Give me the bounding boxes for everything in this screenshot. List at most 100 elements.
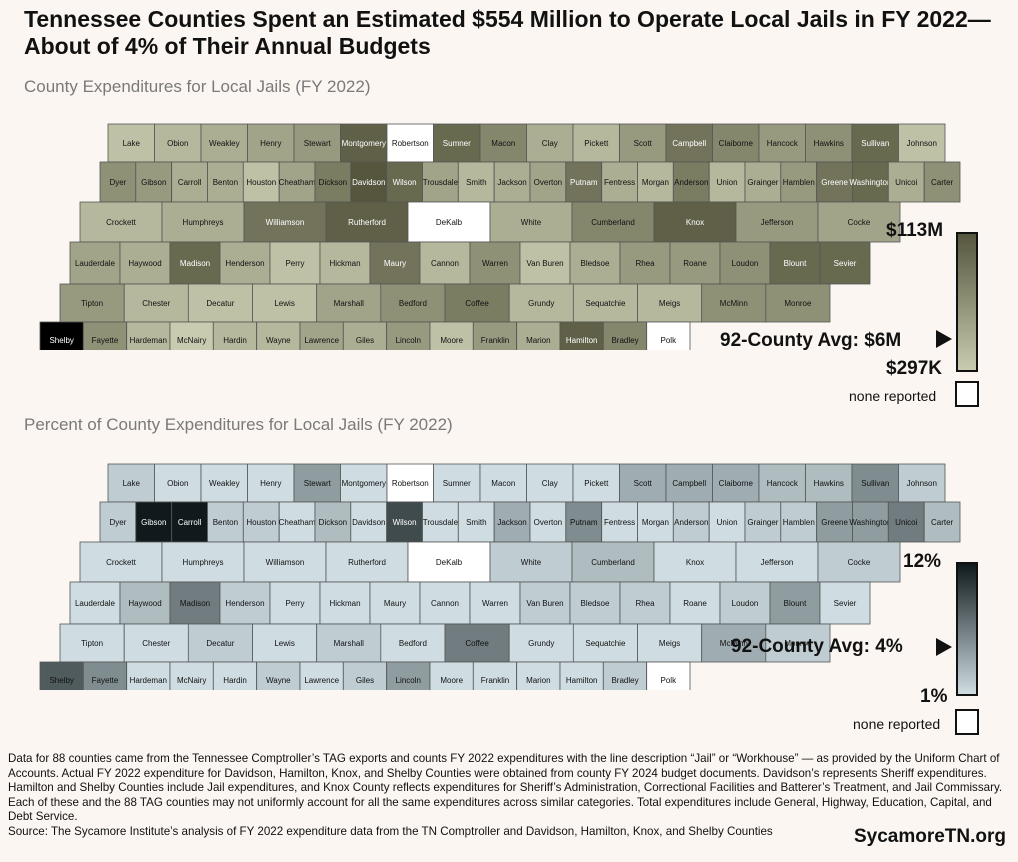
county-loudon [719, 241, 771, 285]
county-decatur [187, 623, 253, 663]
county-label: Williamson [266, 218, 305, 227]
county-bradley [602, 321, 647, 350]
county-label: Cheatham [279, 178, 316, 187]
county-label: Cannon [431, 599, 459, 608]
county-label: Madison [180, 259, 210, 268]
county-label: Marion [526, 336, 550, 345]
county-label: Trousdale [423, 178, 459, 187]
county-haywood [119, 241, 171, 285]
county-label: Polk [661, 676, 678, 685]
county-label: Haywood [128, 599, 161, 608]
county-label: Moore [440, 336, 463, 345]
county-warren [469, 581, 521, 625]
county-label: Washington [849, 518, 891, 527]
county-union [708, 161, 746, 203]
county-label: Wilson [393, 178, 417, 187]
county-johnson [898, 463, 946, 503]
county-label: Van Buren [526, 259, 563, 268]
county-label: Campbell [672, 139, 706, 148]
county-label: Van Buren [526, 599, 563, 608]
county-label: Weakley [209, 479, 240, 488]
county-label: Rhea [635, 599, 655, 608]
county-lewis [252, 283, 318, 323]
map1-legend-max: $113M [886, 220, 944, 241]
county-knox [653, 541, 737, 583]
county-label: Rhea [635, 259, 655, 268]
county-label: Monroe [784, 299, 812, 308]
county-coffee [444, 623, 510, 663]
county-marshall [316, 623, 382, 663]
county-label: Sumner [443, 479, 471, 488]
county-franklin [472, 321, 517, 350]
county-label: Coffee [465, 299, 489, 308]
county-marion [516, 321, 561, 350]
county-bedford [380, 283, 446, 323]
county-crockett [79, 201, 163, 243]
county-unicoi [887, 161, 925, 203]
county-label: Dyer [109, 178, 126, 187]
county-mcnairy [169, 321, 214, 350]
county-label: Bradley [611, 676, 638, 685]
county-gibson [135, 161, 173, 203]
county-shelby [39, 661, 84, 690]
map1-subtitle: County Expenditures for Local Jails (FY … [24, 77, 371, 96]
county-scott [619, 123, 667, 163]
map1-legend-bar [956, 232, 978, 372]
county-stewart [293, 463, 341, 503]
county-label: Maury [384, 599, 406, 608]
county-cocke [817, 201, 901, 243]
map1-legend-min: $297K [886, 358, 942, 379]
county-greene [816, 501, 853, 543]
county-benton [207, 501, 244, 543]
county-meigs [637, 623, 703, 663]
county-label: Tipton [81, 639, 103, 648]
county-label: Wayne [266, 676, 291, 685]
county-label: Houston [246, 178, 276, 187]
county-obion [154, 123, 202, 163]
footnotes: Data for 88 counties came from the Tenne… [8, 752, 1008, 840]
county-williamson [243, 201, 327, 243]
county-label: Davidson [352, 518, 385, 527]
county-wilson [386, 161, 423, 203]
county-label: Bedford [399, 299, 427, 308]
county-label: Macon [491, 139, 515, 148]
county-polk [646, 321, 691, 350]
county-wilson [386, 501, 423, 543]
county-label: Morgan [642, 178, 669, 187]
county-trousdale [422, 161, 459, 203]
county-label: Fayette [92, 676, 119, 685]
county-tipton [59, 623, 125, 663]
source-text: Source: The Sycamore Institute’s analysi… [8, 824, 773, 838]
county-label: Marion [526, 676, 550, 685]
county-pickett [572, 463, 620, 503]
county-label: Haywood [128, 259, 161, 268]
county-moore [429, 321, 474, 350]
county-chester [123, 623, 189, 663]
county-label: Stewart [304, 139, 332, 148]
county-label: Hardeman [130, 336, 167, 345]
county-label: Montgomery [342, 139, 386, 148]
county-sullivan [851, 123, 899, 163]
county-label: Obion [167, 139, 188, 148]
county-label: Maury [384, 259, 406, 268]
county-label: Giles [356, 336, 374, 345]
county-label: Pickett [584, 139, 609, 148]
county-label: Obion [167, 479, 188, 488]
county-claiborne [712, 123, 760, 163]
county-label: Humphreys [183, 558, 224, 567]
county-sevier [819, 241, 871, 285]
county-label: Wilson [393, 518, 417, 527]
county-dekalb [407, 201, 491, 243]
county-rutherford [325, 541, 409, 583]
map2-avg-arrow-icon [936, 638, 952, 656]
county-label: Marshall [334, 639, 364, 648]
county-label: Loudon [732, 259, 759, 268]
county-warren [469, 241, 521, 285]
county-label: Grundy [528, 299, 554, 308]
county-label: Hamblen [783, 518, 815, 527]
county-label: Decatur [206, 299, 234, 308]
county-smith [457, 161, 495, 203]
county-hawkins [805, 123, 853, 163]
county-label: Lewis [274, 299, 294, 308]
county-chester [123, 283, 189, 323]
